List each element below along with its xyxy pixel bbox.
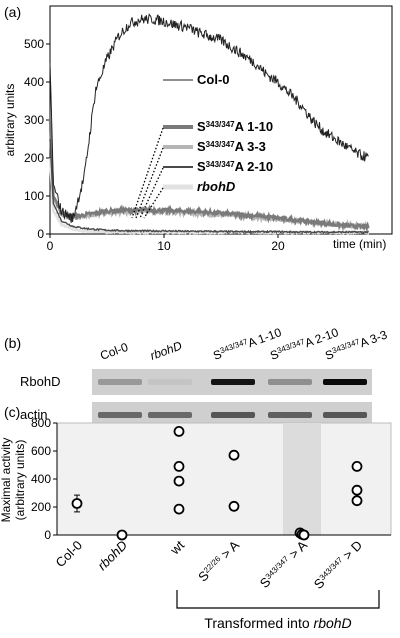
panel-c-point — [351, 484, 363, 496]
panel-b-gel-rows: RbohD actin — [20, 369, 372, 428]
panel-a-legend-label: rbohD — [197, 179, 236, 194]
panel-b-band — [98, 412, 142, 418]
panel-c-y-tick-label: 200 — [31, 500, 51, 514]
panel-c-category-label: rbohD — [94, 538, 130, 574]
panel-a-y-tick-label: 500 — [24, 37, 44, 51]
panel-a-y-tick-label: 300 — [24, 113, 44, 127]
panel-c-y-tick-label: 800 — [31, 416, 51, 430]
panel-c-y-tick-label: 600 — [31, 444, 51, 458]
panel-a-y-tick-label: 400 — [24, 75, 44, 89]
panel-c-y-tick-label: 400 — [31, 472, 51, 486]
panel-b-band — [211, 412, 255, 418]
panel-c-category-labels: Col-0 rbohD wt S22/26 > A S343/347 > AS343/3… — [53, 537, 366, 592]
panel-a-legend-label: S343/347A 3-3 — [197, 139, 266, 154]
panel-c-label: (c) — [4, 404, 20, 420]
panel-a-plot-frame — [49, 5, 393, 235]
panel-c-point — [228, 449, 240, 461]
panel-b-band — [268, 379, 312, 385]
panel-a-x-tick-label: 20 — [271, 239, 285, 253]
panel-c-category-label: S22/26 > A — [195, 537, 242, 584]
panel-a-legend-label: S343/347A 1-10 — [197, 119, 273, 134]
panel-b-row-label: actin — [20, 407, 47, 422]
panel-c-category-label: wt — [167, 537, 188, 558]
panel-a-y-ticks: 0 100 200 300 400 500 — [24, 37, 50, 241]
panel-c-point — [173, 503, 185, 515]
panel-c-point — [351, 460, 363, 472]
panel-b-row-label: RbohD — [20, 374, 60, 389]
panel-a-x-axis-title: time (min) — [333, 237, 386, 251]
panel-b-band — [148, 379, 192, 385]
panel-a-y-tick-label: 100 — [24, 189, 44, 203]
panel-a-legend-label: Col-0 — [197, 72, 230, 87]
panel-c-point — [116, 529, 128, 541]
panel-a-legend: Col-0 S343/347A 1-10 S343/347A 3-3 S343/347… — [131, 72, 273, 219]
panel-c-scatter-chart: 0 200 400 600 800 Col-0 rbohD wt S22/26 > A S343… — [0, 416, 392, 631]
panel-a-legend-label: S343/347A 2-10 — [197, 159, 273, 174]
panel-c-plot-frame — [56, 422, 392, 536]
panel-b-band — [323, 379, 367, 385]
panel-c-point — [173, 475, 185, 487]
panel-a-x-ticks: 0 10 20 — [47, 234, 285, 253]
panel-c-y-tick-label: 0 — [44, 528, 51, 542]
panel-a-series — [48, 13, 370, 236]
panel-c-y-ticks: 0 200 400 600 800 — [31, 416, 391, 542]
panel-a-x-tick-label: 10 — [157, 239, 171, 253]
panel-c-point — [228, 500, 240, 512]
panel-c-bracket — [176, 590, 380, 609]
panel-c-category-label: S343/347 > A — [257, 537, 311, 591]
panel-c-point — [173, 460, 185, 472]
panel-c-point — [71, 498, 83, 509]
panel-c-bracket-label: Transformed into rbohD — [204, 615, 351, 631]
panel-a-x-tick-label: 0 — [47, 239, 54, 253]
panel-a-legend-leader — [143, 187, 164, 219]
panel-b-band — [268, 412, 312, 418]
panel-c-y-axis-title: Maximal activity — [0, 438, 13, 523]
panel-c-highlight-column — [283, 423, 321, 535]
panel-b-band — [148, 412, 192, 418]
panel-a-legend-leader — [139, 167, 164, 219]
panel-c-point — [298, 529, 310, 541]
panel-b-lane-label: Col-0 — [98, 340, 130, 363]
panel-b-band — [211, 379, 255, 385]
panel-b-band — [98, 379, 142, 385]
panel-c-point — [173, 425, 185, 437]
panel-a-series-line — [49, 13, 369, 223]
panel-a-series-line — [49, 138, 369, 235]
panel-a-line-chart: 0 100 200 300 400 500 0 10 20 arbitrary units t… — [3, 5, 393, 253]
panel-b-lane-label: rbohD — [148, 338, 184, 362]
panel-c-category-label: S343/347 > D — [311, 538, 365, 592]
panel-c-category-label: Col-0 — [53, 538, 86, 571]
panel-b-label: (b) — [4, 335, 21, 351]
panel-a-y-axis-title: arbitrary units — [3, 84, 17, 157]
panel-a-series-line — [48, 119, 370, 233]
panel-a-label: (a) — [4, 4, 21, 20]
panel-a-y-tick-label: 200 — [24, 151, 44, 165]
panel-c-points — [71, 425, 363, 541]
panel-c-point — [351, 495, 363, 507]
panel-c-y-axis-subtitle: (arbitrary units) — [13, 440, 27, 521]
panel-a-y-tick-label: 0 — [37, 227, 44, 241]
panel-b-band — [323, 412, 367, 418]
